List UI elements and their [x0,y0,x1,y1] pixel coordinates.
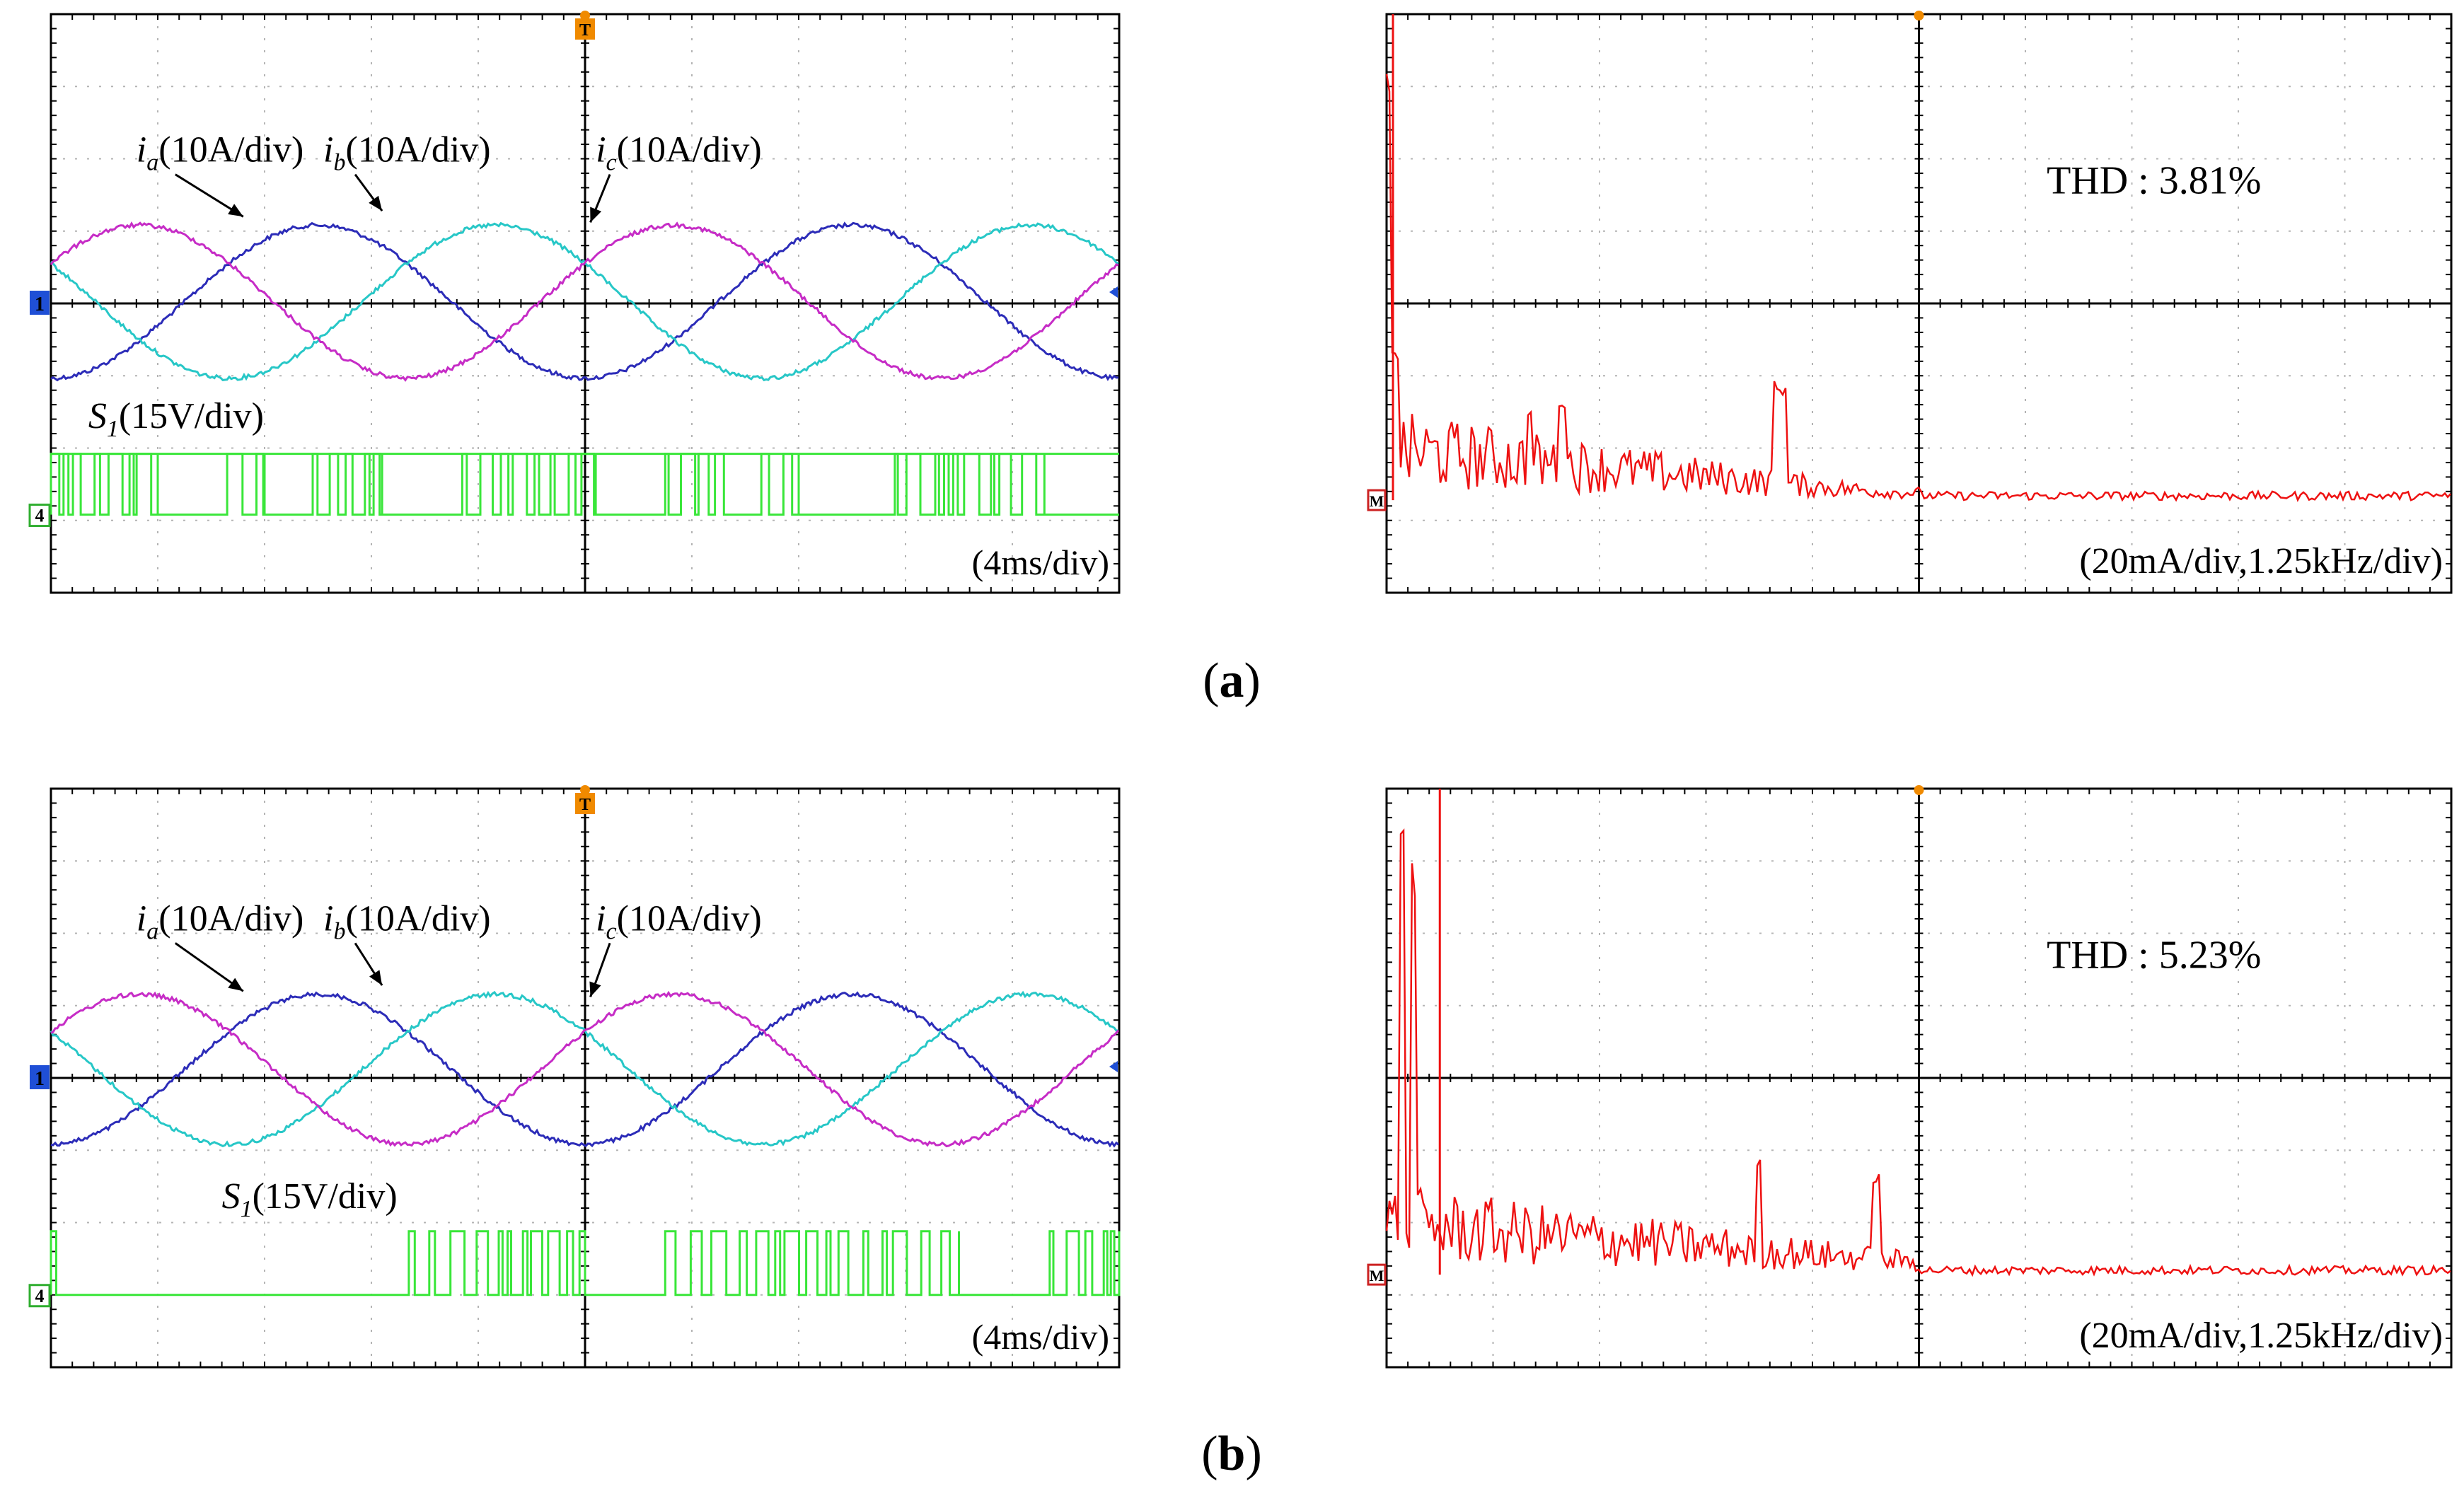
label-s1-symbol: S [222,1176,241,1217]
channel-4-marker: 4 [28,1284,51,1308]
channel-1-marker-box [30,291,50,315]
label-ib-symbol: i [323,130,333,170]
time-scale: (4ms/div) [972,543,1109,582]
caption-a: (a) [1203,654,1261,708]
label-ib-symbol: i [323,898,333,939]
label-s1-unit: (15V/div) [253,1176,398,1217]
arrowhead-ic [590,207,602,223]
spectrum-panel-a: THD : 3.81% (20mA/div,1.25kHz/div) M [1367,11,2453,594]
label-s1-subscript: 1 [241,1196,253,1222]
label-ia-symbol: i [137,898,146,939]
arrowhead-ib [369,970,383,986]
channel-1-marker: 1 [30,1065,50,1090]
label-ia-symbol: i [137,130,146,170]
trace-ic [50,990,1120,1148]
trigger-dot [1914,11,1924,21]
spectrum-trace [1385,74,2451,502]
trigger-marker: T [575,11,595,40]
label-s1: S1(15V/div) [88,396,264,442]
trace-ia [50,991,1119,1148]
arrowhead-ic [589,981,601,997]
caption-b: (b) [1201,1427,1262,1481]
trace-ic [50,221,1119,382]
label-ia: ia(10A/div) [137,898,304,944]
level-arrow-icon [1109,1061,1118,1072]
spectrum-trace [1385,828,2451,1277]
trigger-marker-label: T [579,796,591,814]
label-ia-subscript: a [146,918,158,944]
oscilloscope-panel-b: ia(10A/div) ib(10A/div) ic(10A/div)S1(15V/… [28,785,1121,1369]
arrowhead-ia [228,204,243,217]
label-ib-subscript: b [334,150,346,176]
label-ib-unit: (10A/div) [346,130,491,170]
label-ic: ic(10A/div) [596,130,762,176]
channel-4-marker-label: 4 [35,1286,45,1306]
trigger-marker-label: T [579,21,591,40]
math-marker-box [1367,489,1387,511]
channel-1-marker-label: 1 [35,294,45,315]
channel-4-marker-label: 4 [35,506,45,526]
trigger-marker: T [575,785,595,814]
oscilloscope-panel-a: ia(10A/div) ib(10A/div) ic(10A/div)S1(15V/… [28,11,1121,594]
math-marker: M [1367,489,1387,511]
math-marker-label: M [1370,492,1384,510]
math-marker-label: M [1370,1267,1384,1284]
channel-1-marker: 1 [30,291,50,315]
caption-a-letter: a [1220,654,1244,708]
label-ib: ib(10A/div) [323,130,491,176]
level-arrow-icon [1109,286,1118,298]
label-ic-subscript: c [606,150,617,176]
channel-4-marker: 4 [28,504,51,528]
label-ic-symbol: i [596,130,606,170]
spectrum-scale: (20mA/div,1.25kHz/div) [2079,1316,2443,1356]
trigger-marker-dot [580,11,590,21]
label-ic-unit: (10A/div) [617,130,762,170]
label-ic: ic(10A/div) [596,898,762,944]
channel-1-marker-label: 1 [35,1068,45,1090]
trigger-marker-box [575,18,595,40]
label-s1-unit: (15V/div) [119,396,264,436]
label-ic-unit: (10A/div) [617,898,762,939]
channel-4-marker-box [28,504,51,528]
spectrum-scale: (20mA/div,1.25kHz/div) [2079,541,2443,581]
spectrum-panel-b: THD : 5.23% (20mA/div,1.25kHz/div) M [1367,785,2453,1369]
trace-s1 [50,1230,1121,1296]
thd-annotation: THD : 5.23% [2047,934,2261,977]
trigger-dot [1914,785,1924,795]
channel-1-marker-box [30,1065,50,1089]
arrowhead-ia [228,977,243,992]
time-scale: (4ms/div) [972,1317,1109,1357]
label-ia: ia(10A/div) [137,130,304,176]
math-marker-box [1367,1263,1387,1286]
thd-annotation: THD : 3.81% [2047,159,2261,203]
label-ib-unit: (10A/div) [346,898,491,939]
label-s1-subscript: 1 [107,416,119,442]
label-ia-unit: (10A/div) [158,898,303,939]
caption-b-letter: b [1218,1427,1246,1481]
arrowhead-ib [369,195,383,211]
label-ia-subscript: a [146,150,158,176]
channel-4-marker-box [28,1284,51,1308]
label-ib: ib(10A/div) [323,898,491,944]
label-s1-symbol: S [88,396,107,436]
label-ib-subscript: b [334,918,346,944]
label-ic-subscript: c [606,918,617,944]
label-ia-unit: (10A/div) [158,130,303,170]
label-ic-symbol: i [596,898,606,939]
math-marker: M [1367,1263,1387,1286]
trigger-marker-dot [580,785,590,795]
trigger-marker-box [575,793,595,814]
label-s1: S1(15V/div) [222,1176,398,1222]
